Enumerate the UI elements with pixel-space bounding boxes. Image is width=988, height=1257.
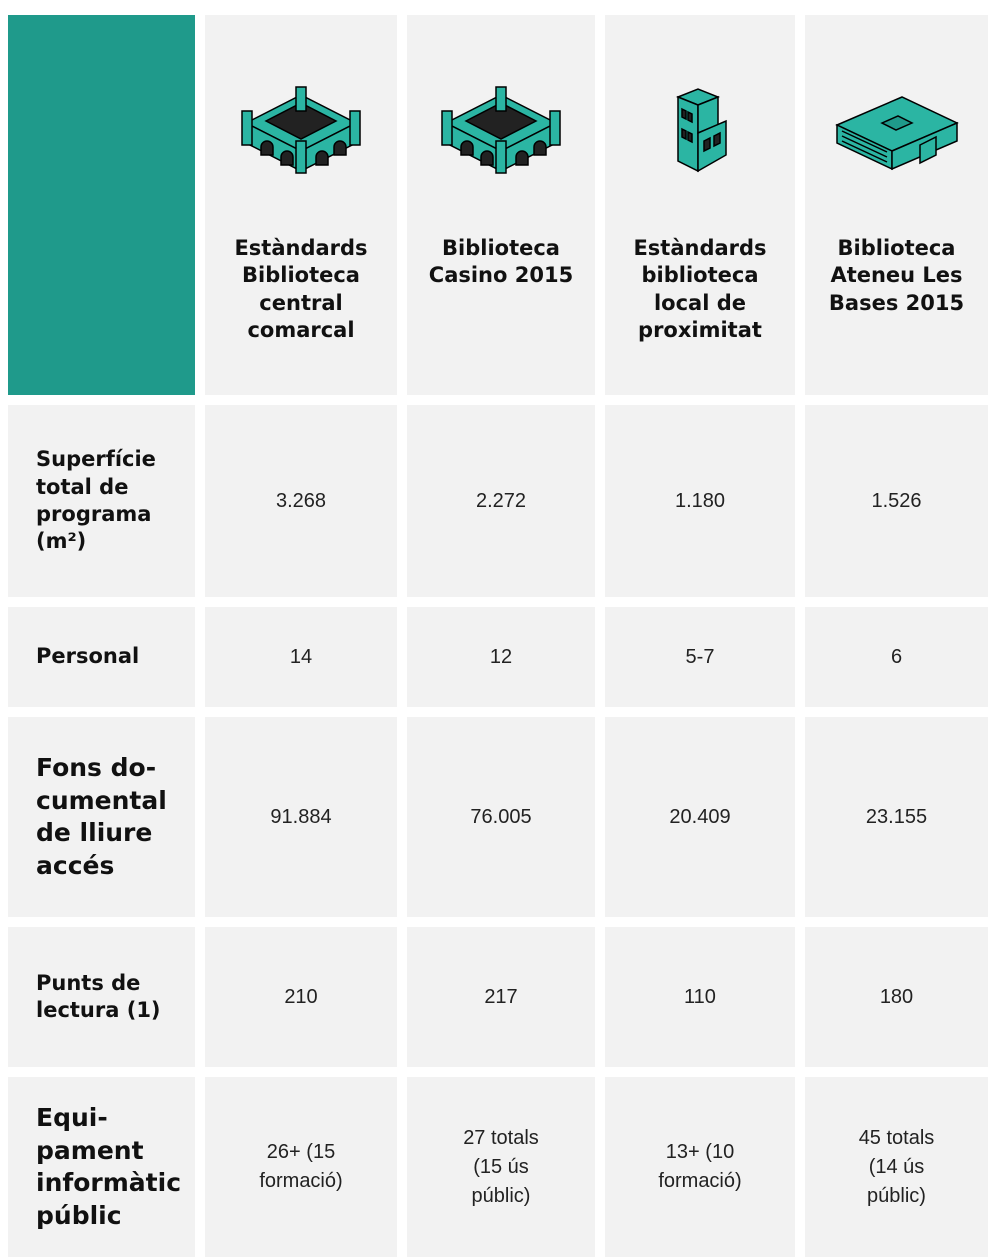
row-label: Superfície total de programa (m²) [8,405,195,597]
cell-value: 217 [407,927,595,1067]
cell-value: 5-7 [605,607,795,707]
page: Estàndards Biblioteca central comarcal B… [0,0,988,1257]
cell-value: 2.272 [407,405,595,597]
castle-icon [236,85,366,175]
cell-value: 45 totals (14 ús públic) [805,1077,988,1257]
column-title: Biblioteca Ateneu Les Bases 2015 [823,235,970,317]
column-title: Estàndards Biblioteca central comarcal [223,235,379,344]
cell-value: 26+ (15 formació) [205,1077,397,1257]
column-header: Biblioteca Casino 2015 [407,15,595,395]
cell-value: 14 [205,607,397,707]
cell-value: 91.884 [205,717,397,917]
row-label: Fons do-cumental de lliure accés [8,717,195,917]
cell-value: 180 [805,927,988,1067]
cell-value: 1.526 [805,405,988,597]
flat-building-icon [832,85,962,175]
cell-value: 6 [805,607,988,707]
cell-value: 27 totals (15 ús públic) [407,1077,595,1257]
cell-value: 210 [205,927,397,1067]
column-title: Estàndards biblioteca local de proximita… [623,235,777,344]
castle-icon [436,85,566,175]
cell-value: 110 [605,927,795,1067]
cell-value: 12 [407,607,595,707]
row-label: Punts de lectura (1) [8,927,195,1067]
corner-cell [8,15,195,395]
column-header: Estàndards biblioteca local de proximita… [605,15,795,395]
cell-value: 20.409 [605,717,795,917]
comparison-table: Estàndards Biblioteca central comarcal B… [8,15,988,1257]
building-icon [670,85,730,175]
column-title: Biblioteca Casino 2015 [425,235,577,290]
cell-value: 3.268 [205,405,397,597]
row-label: Personal [8,607,195,707]
row-label: Equi-pament informàtic públic [8,1077,195,1257]
column-header: Biblioteca Ateneu Les Bases 2015 [805,15,988,395]
cell-value: 13+ (10 formació) [605,1077,795,1257]
column-header: Estàndards Biblioteca central comarcal [205,15,397,395]
cell-value: 1.180 [605,405,795,597]
cell-value: 23.155 [805,717,988,917]
cell-value: 76.005 [407,717,595,917]
